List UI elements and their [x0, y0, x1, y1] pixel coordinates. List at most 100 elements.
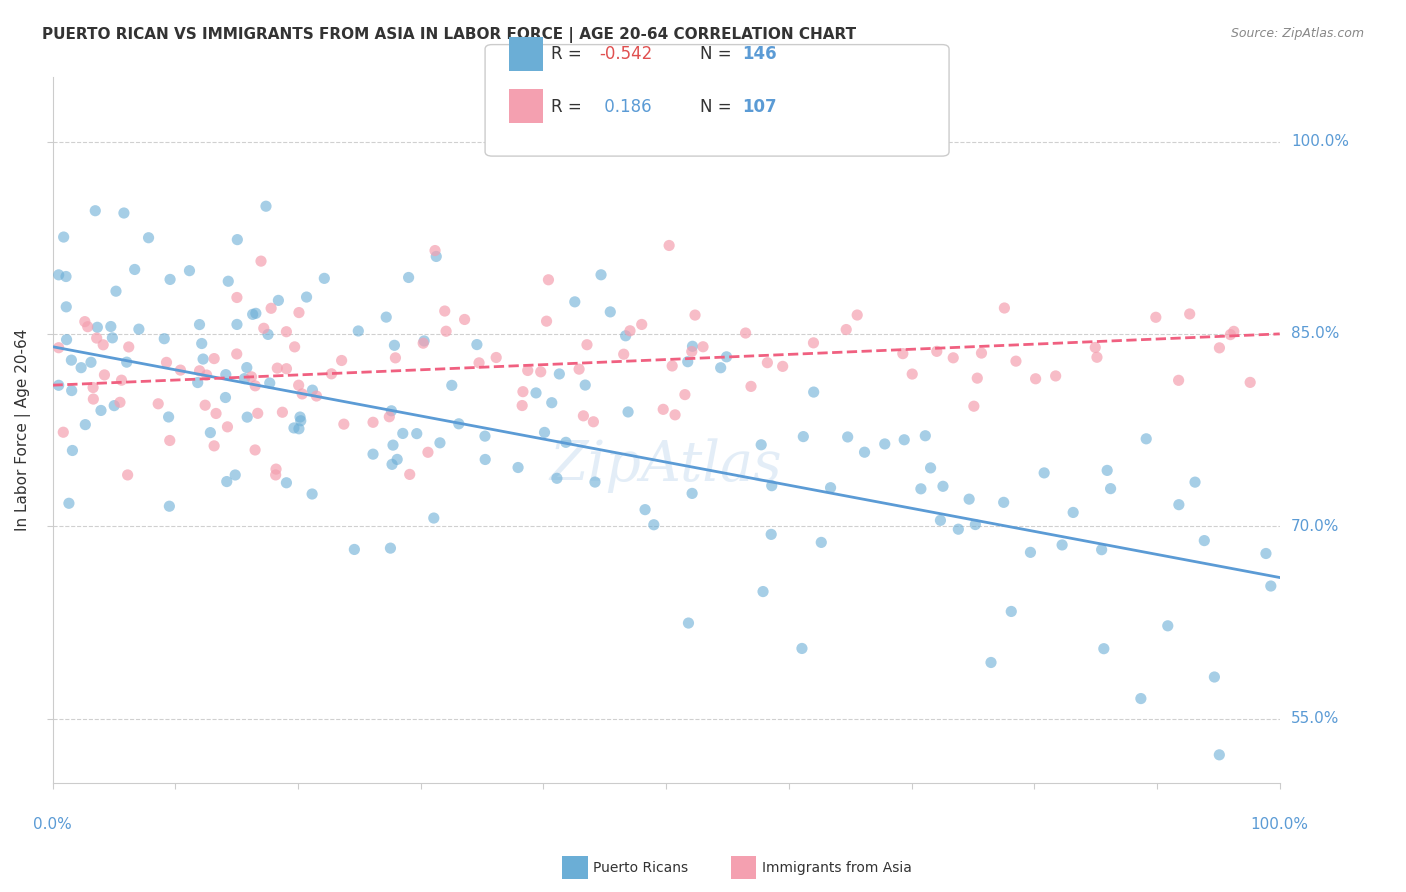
Point [533, 425, 555, 440]
Point [1050, 538, 1073, 552]
Point [90, 403, 112, 417]
Point [474, 452, 496, 467]
Point [1208, 341, 1230, 355]
Point [548, 367, 571, 381]
Point [215, 368, 238, 382]
Point [243, 442, 266, 457]
Point [749, 438, 772, 452]
Point [391, 426, 413, 441]
Text: -0.542: -0.542 [599, 45, 652, 63]
Point [1223, 324, 1246, 338]
Point [295, 290, 318, 304]
Point [957, 492, 980, 507]
Text: Source: ZipAtlas.com: Source: ZipAtlas.com [1230, 27, 1364, 40]
Point [52, 425, 75, 440]
Point [321, 367, 343, 381]
Text: N =: N = [700, 45, 737, 63]
Point [55, 300, 77, 314]
Point [242, 307, 264, 321]
Point [205, 407, 228, 421]
Point [283, 421, 305, 435]
Point [48, 378, 70, 392]
Point [179, 263, 201, 277]
Point [820, 481, 842, 495]
Text: 0.186: 0.186 [599, 98, 651, 116]
Point [425, 249, 447, 263]
Point [73, 315, 96, 329]
Point [195, 368, 218, 382]
Point [91, 338, 114, 352]
Point [853, 445, 876, 459]
Point [676, 355, 699, 369]
Point [1135, 432, 1157, 446]
Point [710, 360, 733, 375]
Point [643, 517, 665, 532]
Point [512, 384, 534, 399]
Point [413, 334, 436, 348]
Point [540, 395, 562, 409]
Point [619, 324, 641, 338]
Text: 55.0%: 55.0% [1291, 711, 1339, 726]
Point [124, 262, 146, 277]
Point [233, 371, 256, 385]
Point [60, 353, 83, 368]
Point [925, 344, 948, 359]
Point [536, 314, 558, 328]
Point [115, 355, 138, 369]
Point [333, 417, 356, 432]
Point [217, 420, 239, 434]
Point [1025, 372, 1047, 386]
Point [683, 308, 706, 322]
Text: ZipAtlas: ZipAtlas [550, 438, 782, 492]
Point [86, 331, 108, 345]
Text: 100.0%: 100.0% [1291, 134, 1348, 149]
Text: R =: R = [551, 98, 588, 116]
Point [288, 305, 311, 319]
Point [423, 244, 446, 258]
Text: Immigrants from Asia: Immigrants from Asia [762, 861, 912, 875]
Point [343, 542, 366, 557]
Point [217, 274, 239, 288]
Point [682, 339, 704, 353]
Point [378, 409, 401, 424]
Point [433, 304, 456, 318]
Point [1099, 482, 1122, 496]
Point [574, 378, 596, 392]
Point [384, 338, 406, 352]
Point [191, 352, 214, 367]
Point [347, 324, 370, 338]
Point [112, 206, 135, 220]
Point [429, 435, 451, 450]
Point [253, 321, 276, 335]
Point [980, 656, 1002, 670]
Point [301, 487, 323, 501]
Point [159, 272, 181, 286]
Text: R =: R = [551, 45, 588, 63]
Point [314, 271, 336, 285]
Point [740, 379, 762, 393]
Point [474, 429, 496, 443]
Point [301, 383, 323, 397]
Point [380, 541, 402, 556]
Point [266, 361, 288, 376]
Point [652, 402, 675, 417]
Point [948, 522, 970, 536]
Point [1005, 354, 1028, 368]
Point [103, 399, 125, 413]
Point [75, 417, 97, 432]
Point [375, 310, 398, 325]
Point [1129, 691, 1152, 706]
Point [506, 460, 529, 475]
Point [60, 384, 83, 398]
Point [276, 475, 298, 490]
Point [582, 415, 605, 429]
Point [398, 467, 420, 482]
Text: 0.0%: 0.0% [34, 817, 72, 832]
Point [58, 496, 80, 510]
Point [200, 425, 222, 440]
Point [893, 433, 915, 447]
Point [153, 332, 176, 346]
Point [873, 437, 896, 451]
Point [380, 404, 402, 418]
Point [1019, 545, 1042, 559]
